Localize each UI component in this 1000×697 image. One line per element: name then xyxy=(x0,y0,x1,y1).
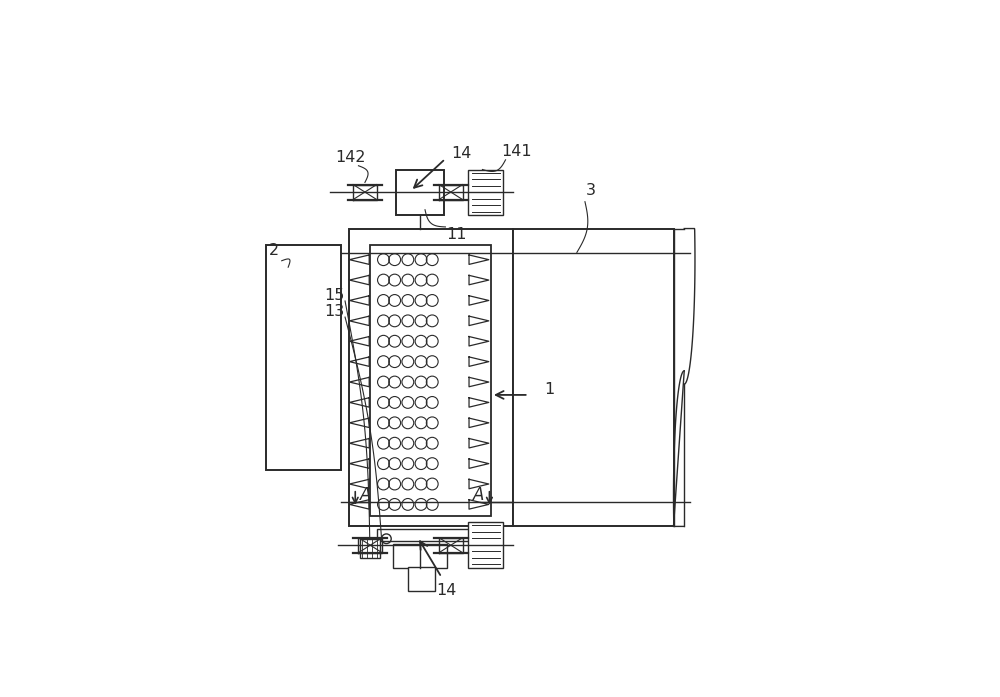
Bar xyxy=(408,567,435,591)
Text: A: A xyxy=(473,487,485,505)
Text: 14: 14 xyxy=(451,146,471,161)
Bar xyxy=(468,169,503,215)
Bar xyxy=(360,539,380,558)
Bar xyxy=(370,245,491,516)
Bar xyxy=(468,522,503,568)
Text: 141: 141 xyxy=(501,144,532,160)
Text: 2: 2 xyxy=(269,243,279,257)
Text: 3: 3 xyxy=(585,183,595,199)
Bar xyxy=(396,169,444,215)
Text: 15: 15 xyxy=(324,288,345,303)
Text: 14: 14 xyxy=(436,583,457,598)
Bar xyxy=(393,544,447,568)
Text: 13: 13 xyxy=(324,304,344,319)
Text: 11: 11 xyxy=(446,227,466,243)
Bar xyxy=(349,229,512,526)
Bar xyxy=(266,245,341,470)
Bar xyxy=(512,229,674,526)
Text: 1: 1 xyxy=(545,382,555,397)
Bar xyxy=(377,529,495,541)
Text: 142: 142 xyxy=(335,150,366,165)
Text: A: A xyxy=(360,487,371,505)
